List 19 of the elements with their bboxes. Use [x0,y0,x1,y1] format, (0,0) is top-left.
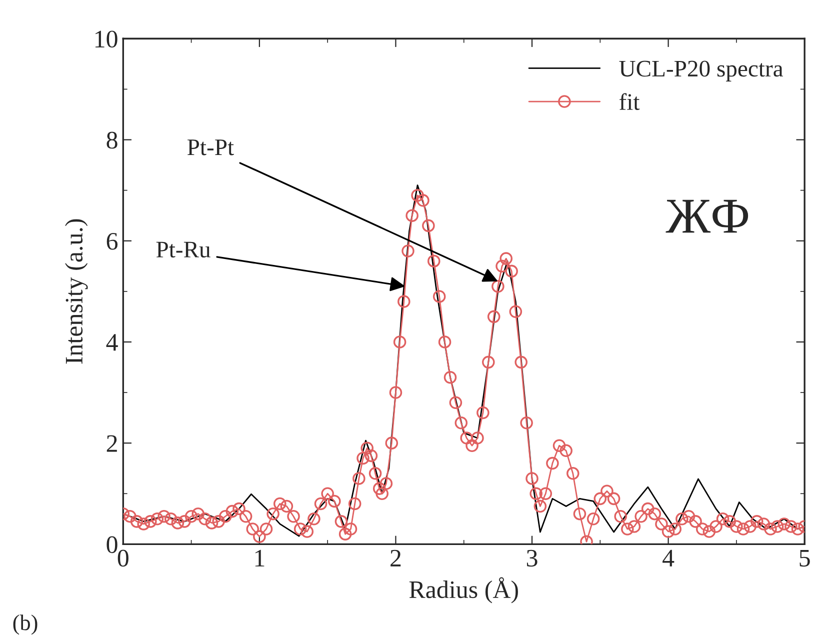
x-tick-label: 1 [255,550,264,566]
annotation: ЖФ [666,200,748,233]
y-tick-label: 6 [106,232,118,250]
legend-label: UCL-P20 spectra [619,60,784,82]
x-tick-label: 2 [390,550,401,566]
x-tick-label: 5 [800,550,810,567]
y-tick-label: 8 [106,132,118,149]
y-axis-title: Intensity (a.u.) [64,219,88,364]
y-tick-label: 0 [106,536,118,554]
x-tick-label: 3 [526,550,538,567]
text: (b) [13,614,38,635]
x-tick-label: 4 [662,550,674,566]
x-axis-title: Radius (Å) [409,577,518,604]
y-tick-label: 2 [106,435,117,452]
y-tick-label: 10 [95,30,118,48]
annotation: Pt-Pt [187,140,234,156]
annotation: Pt-Ru [156,242,210,258]
legend-label: fit [619,93,640,110]
y-tick-label: 4 [106,334,118,351]
